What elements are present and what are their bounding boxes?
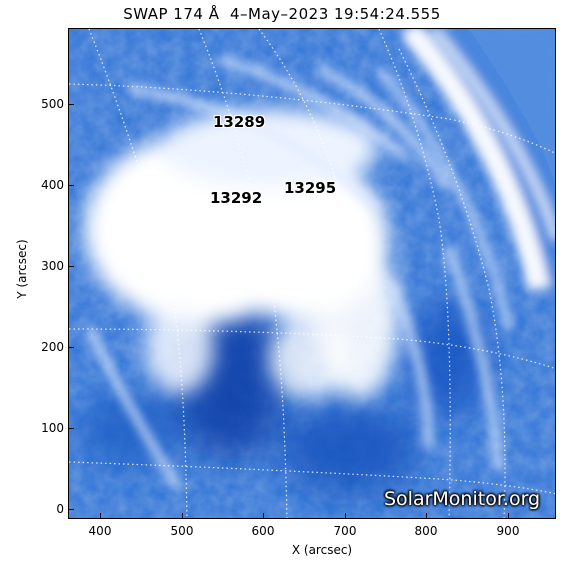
y-tick-label: 0 xyxy=(56,502,64,516)
y-tick-label: 400 xyxy=(41,178,64,192)
x-tick-label: 600 xyxy=(251,524,275,538)
solar-image xyxy=(68,28,556,519)
x-tick-label: 400 xyxy=(88,524,112,538)
y-tick-label: 300 xyxy=(41,259,64,273)
region-label: 13289 xyxy=(213,113,266,131)
y-tick-mark xyxy=(68,428,74,429)
y-tick-mark xyxy=(68,104,74,105)
y-tick-mark xyxy=(68,347,74,348)
x-tick-label: 800 xyxy=(414,524,438,538)
y-tick-label: 500 xyxy=(41,97,64,111)
x-tick-label: 500 xyxy=(170,524,194,538)
y-tick-label: 100 xyxy=(41,421,64,435)
plot-title: SWAP 174 Å 4–May–2023 19:54:24.555 xyxy=(123,5,441,23)
x-tick-mark xyxy=(100,513,101,519)
x-axis-title: X (arcsec) xyxy=(291,543,353,557)
x-tick-mark xyxy=(426,513,427,519)
x-tick-mark xyxy=(182,513,183,519)
solar-image-graphic xyxy=(69,29,555,518)
region-label: 13295 xyxy=(284,179,337,197)
x-tick-label: 900 xyxy=(496,524,520,538)
watermark: SolarMonitor.org xyxy=(384,488,541,510)
y-tick-mark xyxy=(68,266,74,267)
x-tick-mark xyxy=(263,513,264,519)
y-tick-label: 200 xyxy=(41,340,64,354)
x-tick-mark xyxy=(345,513,346,519)
region-label: 13292 xyxy=(210,189,263,207)
y-tick-mark xyxy=(68,509,74,510)
x-tick-label: 700 xyxy=(333,524,357,538)
y-axis-title: Y (arcsec) xyxy=(15,239,29,299)
y-tick-mark xyxy=(68,185,74,186)
x-tick-mark xyxy=(508,513,509,519)
